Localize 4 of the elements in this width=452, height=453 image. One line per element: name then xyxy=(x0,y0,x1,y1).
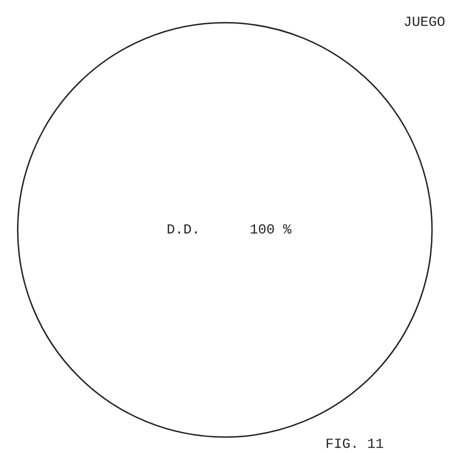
data-label: 100 % xyxy=(250,224,292,234)
slice-label: D.D. xyxy=(168,224,197,234)
caption: FIG. 11 xyxy=(326,438,384,448)
chart-title: JUEGO xyxy=(404,16,445,26)
